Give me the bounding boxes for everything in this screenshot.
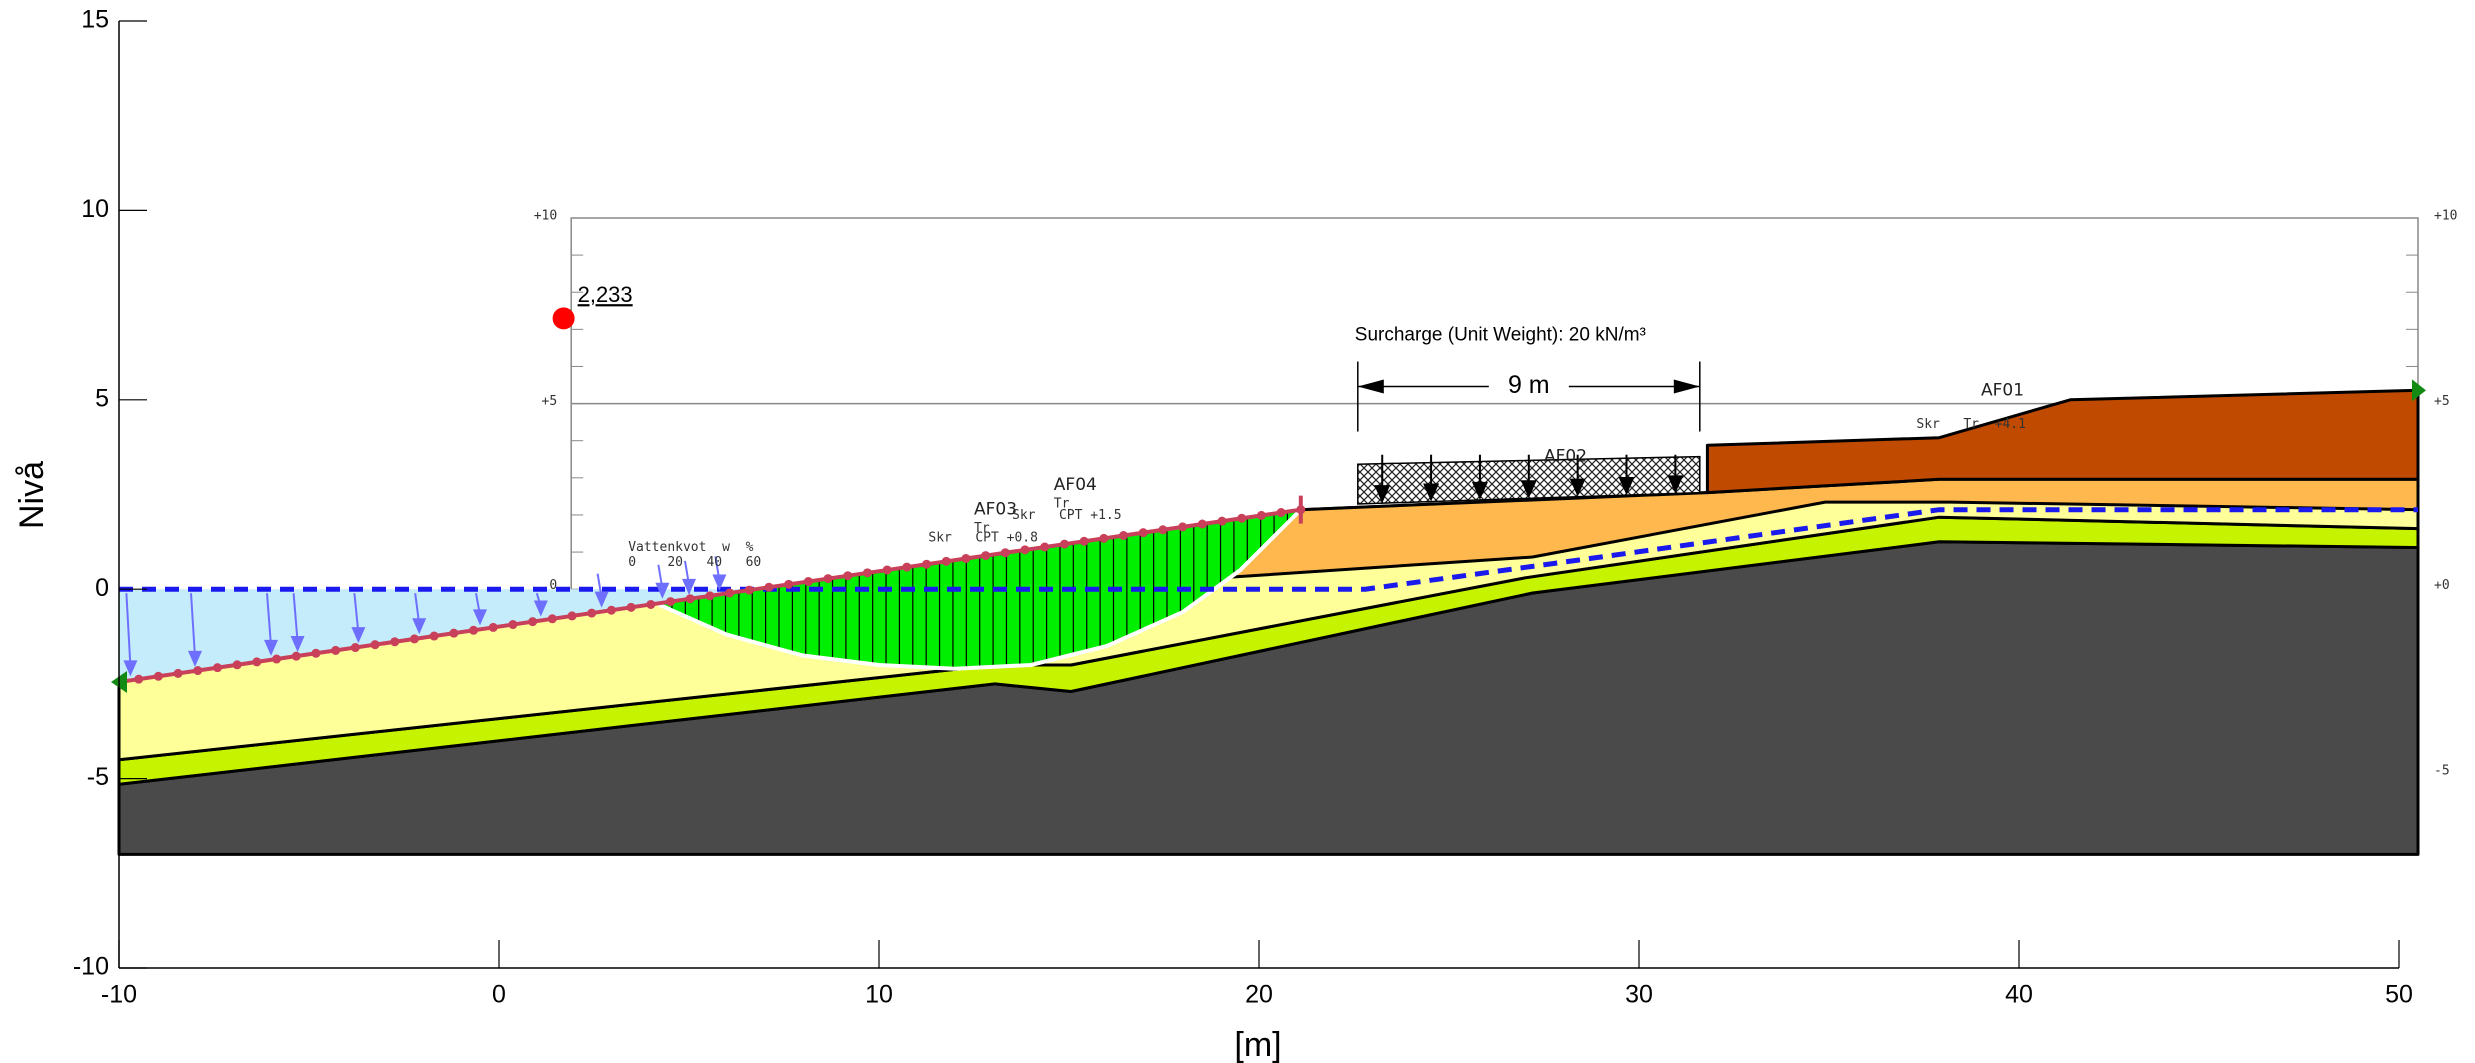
surface-node bbox=[351, 643, 360, 652]
surface-node bbox=[1178, 522, 1187, 531]
slope-stability-view: +10 +5 0 +10 +5 +0 -5 9 m Surcharge (Unit Weigh… bbox=[0, 0, 2475, 1063]
surface-node bbox=[627, 603, 636, 612]
x-tick-label: 0 bbox=[492, 981, 506, 1009]
surface-node bbox=[1237, 514, 1246, 523]
borehole-note: AF04 bbox=[1054, 475, 1097, 495]
safety-factor: 2,233 bbox=[578, 282, 633, 307]
borehole-note: 0 20 40 60 bbox=[628, 555, 761, 570]
x-tick-label: 20 bbox=[1245, 981, 1273, 1009]
surface-node bbox=[961, 554, 970, 563]
surface-node bbox=[587, 609, 596, 618]
x-tick-label: -10 bbox=[101, 981, 137, 1009]
surface-node bbox=[469, 626, 478, 635]
surface-node bbox=[863, 568, 872, 577]
surface-node bbox=[1257, 511, 1266, 520]
surface-node bbox=[449, 629, 458, 638]
surface-node bbox=[902, 563, 911, 572]
surface-node bbox=[1099, 534, 1108, 543]
frame-label: -5 bbox=[2434, 764, 2450, 779]
soil-layer bbox=[1707, 390, 2418, 492]
frame-label: +10 bbox=[534, 209, 557, 224]
surface-node bbox=[430, 632, 439, 641]
surface-node bbox=[1040, 542, 1049, 551]
surface-node bbox=[922, 560, 931, 569]
surface-node bbox=[1198, 520, 1207, 529]
x-tick-label: 10 bbox=[865, 981, 893, 1009]
y-tick-label: 5 bbox=[95, 384, 109, 412]
surface-node bbox=[942, 557, 951, 566]
dimension-arrow bbox=[1358, 380, 1384, 394]
y-axis-label: Nivå bbox=[13, 461, 51, 529]
surface-node bbox=[252, 657, 261, 666]
surface-node bbox=[843, 571, 852, 580]
dimension-arrow bbox=[1674, 380, 1700, 394]
y-tick-label: -10 bbox=[73, 953, 109, 981]
surface-node bbox=[134, 675, 143, 684]
surface-node bbox=[1119, 531, 1128, 540]
x-tick-label: 30 bbox=[1625, 981, 1653, 1009]
surface-node bbox=[1218, 517, 1227, 526]
surface-node bbox=[607, 606, 616, 615]
surface-node bbox=[213, 663, 222, 672]
surface-node bbox=[193, 666, 202, 675]
surface-node bbox=[311, 649, 320, 658]
borehole-note: Vattenkvot w % bbox=[628, 540, 753, 555]
surface-node bbox=[764, 583, 773, 592]
surface-node bbox=[705, 591, 714, 600]
surface-node bbox=[528, 617, 537, 626]
surface-node bbox=[784, 580, 793, 589]
surface-node bbox=[233, 660, 242, 669]
borehole-note: Skr CPT +0.8 bbox=[928, 531, 1038, 546]
x-tick-label: 50 bbox=[2385, 981, 2413, 1009]
surface-node bbox=[174, 669, 183, 678]
surface-node bbox=[666, 597, 675, 606]
surface-node bbox=[686, 594, 695, 603]
frame-label: +0 bbox=[2434, 578, 2450, 593]
frame-label: +10 bbox=[2434, 209, 2457, 224]
surface-node bbox=[1158, 525, 1167, 534]
surface-node bbox=[548, 614, 557, 623]
surface-node bbox=[1080, 537, 1089, 546]
surface-node bbox=[981, 551, 990, 560]
y-tick-label: 15 bbox=[81, 6, 109, 34]
surface-node bbox=[390, 637, 399, 646]
x-axis-label: [m] bbox=[1234, 1026, 1281, 1063]
x-tick-label: 40 bbox=[2005, 981, 2033, 1009]
surface-node bbox=[272, 655, 281, 664]
slip-center bbox=[553, 307, 575, 329]
surface-node bbox=[883, 565, 892, 574]
surface-node bbox=[646, 600, 655, 609]
surface-node bbox=[1277, 508, 1286, 517]
borehole-note: AF01 bbox=[1981, 380, 2024, 400]
surface-node bbox=[508, 620, 517, 629]
surface-node bbox=[154, 672, 163, 681]
borehole-note: AF02 bbox=[1544, 447, 1587, 467]
y-tick-label: 0 bbox=[95, 574, 109, 602]
surface-node bbox=[489, 623, 498, 632]
frame-label: +5 bbox=[2434, 394, 2450, 409]
borehole-note: Skr Tr +4.1 bbox=[1916, 417, 2026, 432]
surface-node bbox=[1060, 540, 1069, 549]
surface-node bbox=[371, 640, 380, 649]
surcharge-label: Surcharge (Unit Weight): 20 kN/m³ bbox=[1355, 324, 1646, 345]
surface-node bbox=[725, 588, 734, 597]
surface-node bbox=[804, 577, 813, 586]
y-tick-label: -5 bbox=[87, 763, 109, 791]
surface-node bbox=[824, 574, 833, 583]
surface-node bbox=[1139, 528, 1148, 537]
surface-node bbox=[410, 634, 419, 643]
surface-node bbox=[1021, 545, 1030, 554]
surface-node bbox=[1001, 548, 1010, 557]
frame-label: +5 bbox=[542, 394, 558, 409]
surcharge-width: 9 m bbox=[1508, 371, 1550, 399]
surface-node bbox=[568, 611, 577, 620]
surface-node bbox=[292, 652, 301, 661]
borehole-note: Skr CPT +1.5 bbox=[1012, 508, 1122, 523]
layers: +10+50+10+5+0-5 bbox=[119, 209, 2457, 855]
borehole-note: AF03 bbox=[974, 500, 1017, 520]
surface-node bbox=[331, 646, 340, 655]
y-tick-label: 10 bbox=[81, 195, 109, 223]
surface-node bbox=[745, 586, 754, 595]
